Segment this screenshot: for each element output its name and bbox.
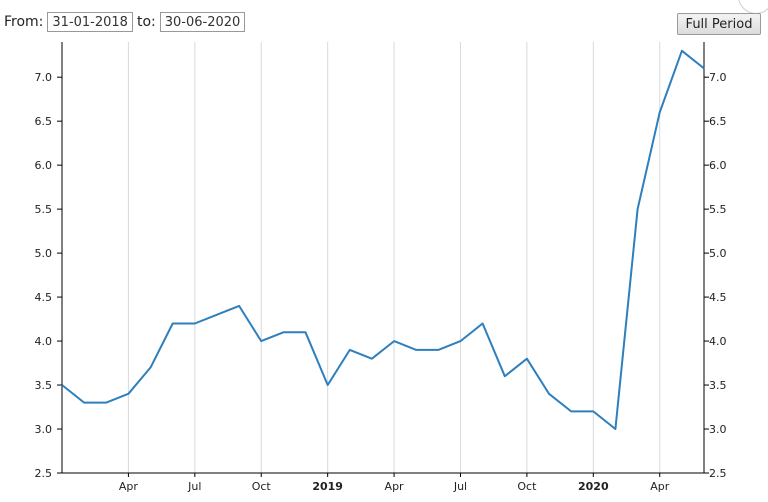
data-point [61,384,63,386]
y-tick-label-left: 7.0 [35,71,53,84]
y-tick-label-right: 7.0 [709,71,727,84]
data-point [592,410,594,412]
y-tick-label-right: 3.5 [709,379,727,392]
series-line [61,49,705,430]
y-tick-label-right: 3.0 [709,423,727,436]
from-label: From: [4,14,44,30]
data-point [194,322,196,324]
data-point [282,331,284,333]
data-point [659,111,661,113]
date-range-bar: From: 31-01-2018 to: 30-06-2020 [4,11,249,33]
data-point [127,393,129,395]
y-tick-label-left: 5.5 [35,203,53,216]
x-tick-label: Apr [119,480,139,493]
data-point [172,322,174,324]
y-tick-label-right: 2.5 [709,467,727,480]
data-point [482,322,484,324]
data-point [614,428,616,430]
data-point [327,384,329,386]
data-point [548,393,550,395]
y-tick-label-left: 6.5 [35,115,53,128]
data-point [393,340,395,342]
x-tick-label: 2020 [578,480,609,493]
y-tick-label-right: 6.0 [709,159,727,172]
data-point [238,305,240,307]
x-tick-label: 2019 [312,480,343,493]
data-point [260,340,262,342]
x-tick-label: Jul [187,480,201,493]
data-point [150,366,152,368]
data-point [459,340,461,342]
y-tick-label-left: 4.5 [35,291,53,304]
full-period-button[interactable]: Full Period [677,13,761,35]
y-tick-label-left: 4.0 [35,335,53,348]
data-point [703,67,705,69]
y-tick-label-left: 2.5 [35,467,53,480]
data-point [526,358,528,360]
data-point [637,208,639,210]
to-label: to: [136,14,156,30]
y-tick-label-left: 6.0 [35,159,53,172]
data-point [415,349,417,351]
x-tick-label: Apr [385,480,405,493]
from-date-input[interactable]: 31-01-2018 [47,12,133,32]
y-tick-label-left: 3.0 [35,423,53,436]
data-point [681,50,683,52]
data-point [570,410,572,412]
x-tick-label: Apr [650,480,670,493]
data-point [216,314,218,316]
data-point [305,331,307,333]
y-tick-label-right: 4.0 [709,335,727,348]
y-tick-label-right: 5.0 [709,247,727,260]
x-tick-label: Jul [453,480,467,493]
data-point [504,375,506,377]
y-tick-label-left: 5.0 [35,247,53,260]
to-date-input[interactable]: 30-06-2020 [159,12,246,32]
data-point [437,349,439,351]
x-tick-label: Oct [252,480,272,493]
y-tick-label-right: 4.5 [709,291,727,304]
data-point [349,349,351,351]
x-tick-label: Oct [517,480,537,493]
data-point [83,402,85,404]
y-tick-label-right: 6.5 [709,115,727,128]
data-point [371,358,373,360]
y-tick-label-left: 3.5 [35,379,53,392]
data-point [105,402,107,404]
y-tick-label-right: 5.5 [709,203,727,216]
